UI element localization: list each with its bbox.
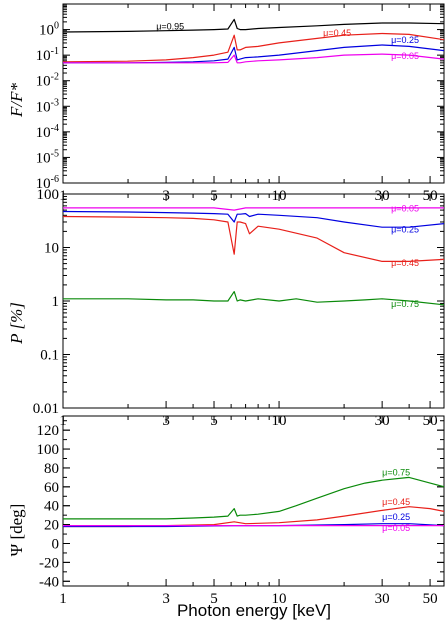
y-tick-label: 1 xyxy=(52,294,60,310)
y-tick-label: 10-5 xyxy=(36,148,59,166)
series-line-075 xyxy=(63,476,444,520)
series-label: μ=0.05 xyxy=(382,523,410,533)
series-label: μ=0.25 xyxy=(391,35,419,45)
series-line-045 xyxy=(63,32,444,63)
series-label: μ=0.75 xyxy=(382,468,410,478)
y-tick-label: 80 xyxy=(44,461,59,477)
series-line-095 xyxy=(63,18,444,33)
series-line-025 xyxy=(63,210,444,228)
x-tick-label: 3 xyxy=(162,591,170,607)
series-label: μ=0.75 xyxy=(391,299,419,309)
series-label: μ=0.25 xyxy=(391,225,419,235)
x-tick-label: 30 xyxy=(375,591,390,607)
y-tick-label: -40 xyxy=(39,574,59,590)
series-label: μ=0.05 xyxy=(391,51,419,61)
y-tick-exponent: -3 xyxy=(51,97,59,108)
series-label: μ=0.45 xyxy=(391,258,419,268)
series-line-075 xyxy=(63,291,444,306)
y-tick-exponent: -6 xyxy=(51,174,59,185)
y-tick-label: 120 xyxy=(37,423,60,439)
y-tick-label: 20 xyxy=(44,518,59,534)
y-tick-label: 100 xyxy=(39,21,59,39)
y-tick-label: 40 xyxy=(44,499,59,515)
y-tick-exponent: -1 xyxy=(51,46,59,57)
series-label: μ=0.45 xyxy=(382,497,410,507)
x-tick-label: 5 xyxy=(210,591,218,607)
series-group xyxy=(63,18,444,64)
panel-polarization-degree: P [%] 1351030501001010.10.01μ=0.05μ=0.25… xyxy=(7,187,445,429)
plot-frame xyxy=(62,3,445,184)
series-line-045 xyxy=(63,215,444,262)
y-axis-label-angle: Ψ [deg] xyxy=(7,504,26,557)
series-label: μ=0.95 xyxy=(156,22,184,32)
y-tick-label: 10-1 xyxy=(36,46,59,64)
plot-frame xyxy=(62,193,445,409)
x-tick-label: 10 xyxy=(272,591,287,607)
panel-flux: F/F* 13510305010010-110-210-310-410-510-… xyxy=(7,3,445,204)
y-tick-exponent: -4 xyxy=(51,123,59,134)
y-tick-label: 0 xyxy=(52,537,60,553)
y-tick-exponent: -2 xyxy=(51,72,59,83)
y-tick-label: 10-2 xyxy=(36,72,59,90)
y-tick-label: 60 xyxy=(44,480,59,496)
series-group xyxy=(63,207,444,306)
series-label: μ=0.25 xyxy=(382,512,410,522)
y-tick-label: -20 xyxy=(39,555,59,571)
x-tick-label: 50 xyxy=(423,591,438,607)
plot-frame xyxy=(62,415,445,587)
y-tick-label: 0.01 xyxy=(33,401,59,417)
y-tick-label: 10 xyxy=(44,241,59,257)
y-axis-label-polarization: P [%] xyxy=(7,302,26,345)
x-axis-label: Photon energy [keV] xyxy=(177,601,331,620)
series-line-005 xyxy=(63,53,444,64)
y-tick-label: 100 xyxy=(37,187,60,203)
y-tick-label: 0.1 xyxy=(40,348,59,364)
panel-polarization-angle: Ψ [deg] Photon energy [keV] 1 3 5 10 30 50 120… xyxy=(7,415,445,620)
y-tick-exponent: 0 xyxy=(54,21,59,32)
y-tick-exponent: -5 xyxy=(51,148,59,159)
series-label: μ=0.45 xyxy=(323,28,351,38)
y-tick-label: 10-4 xyxy=(36,123,59,141)
y-axis-label-flux: F/F* xyxy=(7,83,26,118)
y-tick-label: 100 xyxy=(37,442,60,458)
x-tick-label: 1 xyxy=(59,591,67,607)
series-label: μ=0.05 xyxy=(391,204,419,214)
y-tick-label: 10-3 xyxy=(36,97,59,115)
series-line-025 xyxy=(63,44,444,64)
series-line-005 xyxy=(63,207,444,211)
series-group xyxy=(63,476,444,528)
